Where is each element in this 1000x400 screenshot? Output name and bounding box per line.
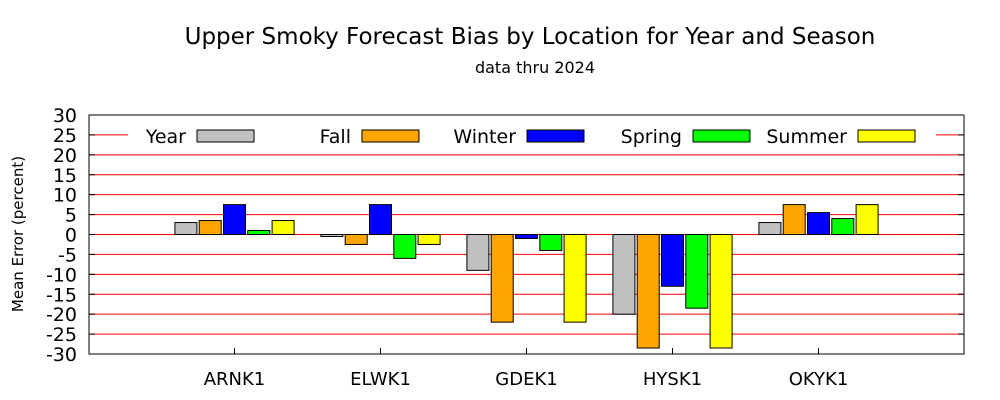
bar-summer-hysk1 [709, 234, 733, 349]
bar-winter-gdek1 [515, 234, 538, 239]
legend-label-spring: Spring [621, 126, 682, 148]
y-tick-label: -25 [46, 324, 77, 346]
y-tick-label: 10 [53, 185, 77, 207]
legend-label-winter: Winter [453, 126, 516, 148]
legend: Year Fall Winter Spring Summer [128, 123, 936, 149]
bar-summer-okyk1 [855, 204, 879, 235]
bar-winter-okyk1 [807, 212, 830, 235]
bar-spring-gdek1 [539, 234, 563, 251]
x-tick-label: OKYK1 [789, 369, 849, 390]
legend-swatch-winter [526, 129, 585, 143]
x-tick-label: ELWK1 [350, 369, 411, 390]
bar-winter-arnk1 [223, 204, 246, 235]
legend-swatch-fall [361, 129, 420, 143]
bar-winter-elwk1 [369, 204, 392, 235]
legend-swatch-summer [857, 129, 916, 143]
y-tick-label: 0 [65, 225, 77, 247]
legend-label-summer: Summer [766, 126, 847, 148]
bar-fall-gdek1 [490, 234, 514, 323]
y-tick-label: 25 [53, 125, 77, 147]
bar-fall-arnk1 [198, 220, 222, 236]
bar-year-gdek1 [466, 234, 490, 271]
x-tick-label: HYSK1 [643, 369, 702, 390]
y-axis-label: Mean Error (percent) [9, 156, 27, 312]
bar-summer-elwk1 [417, 234, 441, 245]
bar-spring-okyk1 [831, 218, 855, 235]
bar-summer-gdek1 [563, 234, 587, 323]
x-axis-ticks: ARNK1 ELWK1 GDEK1 HYSK1 OKYK1 [204, 348, 849, 390]
y-tick-label: -30 [46, 344, 77, 366]
chart-title: Upper Smoky Forecast Bias by Location fo… [185, 24, 876, 50]
y-tick-label: -10 [46, 264, 77, 286]
bar-spring-arnk1 [247, 230, 271, 235]
bars [174, 204, 879, 349]
x-tick-label: GDEK1 [495, 369, 557, 390]
bar-year-okyk1 [758, 222, 782, 236]
bar-year-arnk1 [174, 222, 198, 236]
y-tick-label: -20 [46, 304, 77, 326]
legend-label-fall: Fall [320, 126, 351, 148]
y-tick-label: 15 [53, 165, 77, 187]
legend-label-year: Year [145, 126, 186, 148]
bar-fall-okyk1 [782, 204, 806, 235]
bar-winter-hysk1 [661, 234, 684, 287]
x-tick-label: ARNK1 [204, 369, 266, 390]
bar-year-hysk1 [612, 234, 636, 315]
y-tick-label: -15 [46, 284, 77, 306]
y-tick-label: -5 [58, 244, 77, 266]
y-tick-label: 30 [53, 105, 77, 127]
bar-summer-arnk1 [271, 220, 295, 236]
bar-fall-elwk1 [344, 234, 368, 245]
legend-swatch-spring [692, 129, 751, 143]
chart-subtitle: data thru 2024 [475, 58, 595, 77]
bar-spring-elwk1 [393, 234, 417, 259]
y-tick-label: 20 [53, 145, 77, 167]
bar-year-elwk1 [320, 234, 344, 237]
bar-fall-hysk1 [636, 234, 660, 349]
legend-swatch-year [196, 129, 255, 143]
y-tick-label: 5 [65, 205, 77, 227]
bar-spring-hysk1 [685, 234, 709, 309]
